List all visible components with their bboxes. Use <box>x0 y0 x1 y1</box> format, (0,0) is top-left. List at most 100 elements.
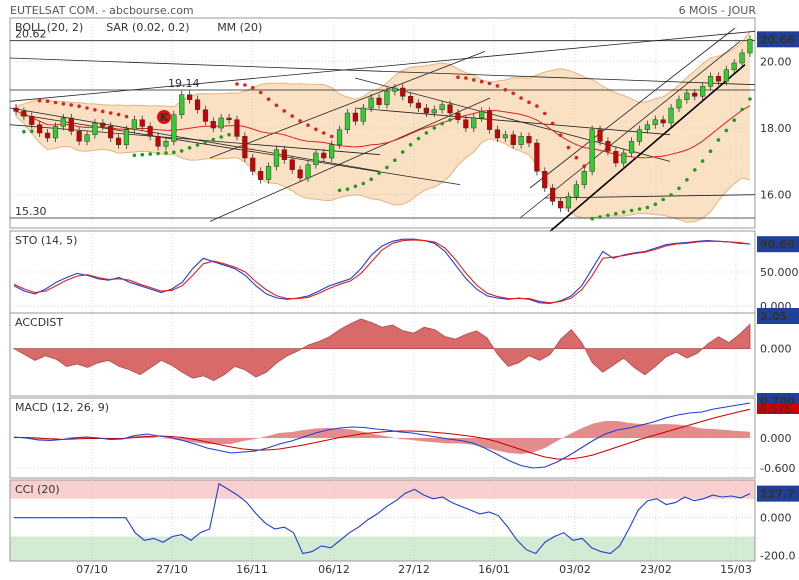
candle-body <box>163 141 169 147</box>
candle <box>92 119 98 139</box>
level-label-0: 20.62 <box>15 28 47 41</box>
candle-body <box>423 107 429 114</box>
sar-dot <box>377 171 381 175</box>
sar-dot <box>132 153 137 158</box>
candle <box>273 145 280 171</box>
candle <box>589 125 595 176</box>
sar-dot <box>77 104 81 108</box>
sar-dot <box>282 109 287 113</box>
candle <box>21 107 27 121</box>
candle-body <box>447 104 453 114</box>
price-panel-frame <box>9 17 756 229</box>
legend-entry-0: STO (14, 5) <box>15 234 77 247</box>
sar-dot <box>61 102 66 106</box>
sto-series-D <box>13 239 751 304</box>
candle <box>336 125 343 149</box>
candle-body <box>400 87 406 97</box>
candle <box>431 105 437 117</box>
candle-body <box>597 129 603 142</box>
candle <box>613 147 619 167</box>
sar-dot <box>637 207 642 211</box>
candle <box>621 149 627 167</box>
x-tick-label-5: 16/01 <box>478 563 510 576</box>
event-marker-label: K <box>160 111 169 124</box>
accdist-ytick-0: 0.000 <box>760 343 792 356</box>
candle <box>352 109 358 126</box>
x-tick-label-3: 06/12 <box>318 563 350 576</box>
candle <box>628 137 635 157</box>
cci-last-value-text: 127.7 <box>760 488 795 501</box>
sar-dot <box>400 150 405 154</box>
candle <box>194 95 201 114</box>
candle-body <box>336 129 343 145</box>
sar-dot <box>195 143 200 147</box>
candle <box>258 167 264 184</box>
sar-dot <box>93 108 97 112</box>
candle-body <box>123 129 130 145</box>
candle-body <box>234 119 240 137</box>
candle <box>155 132 161 151</box>
sar-dot <box>558 133 563 137</box>
trend-line-9 <box>519 41 741 219</box>
candle-body <box>439 104 445 110</box>
sar-dot <box>740 107 744 112</box>
candle <box>76 127 82 146</box>
candle-body <box>210 121 216 129</box>
candle <box>605 137 611 156</box>
sar-dot <box>172 150 176 155</box>
sar-dot <box>124 114 129 119</box>
candle <box>447 100 453 117</box>
cci-ytick-0: 0.000 <box>760 512 792 525</box>
candle <box>60 114 66 131</box>
candle-body <box>486 111 493 130</box>
candle <box>471 114 477 132</box>
candle-body <box>479 111 485 119</box>
sar-dot <box>369 177 374 181</box>
candle <box>423 104 429 117</box>
candle-body <box>289 159 295 170</box>
candle-body <box>52 126 59 139</box>
candle <box>700 82 706 101</box>
candle <box>550 184 556 206</box>
sar-dot <box>306 123 310 127</box>
sar-dot <box>661 197 665 202</box>
sto-last-value-text: 90.68 <box>760 238 795 251</box>
candle-body <box>526 136 532 144</box>
sar-dot <box>266 97 271 101</box>
candle <box>368 94 374 112</box>
macd-series-MACD <box>13 402 751 469</box>
trend-line-10 <box>529 27 736 189</box>
candle <box>502 130 508 142</box>
sar-dot <box>314 127 318 132</box>
x-tick-label-0: 07/10 <box>76 563 108 576</box>
candle-body <box>589 129 595 172</box>
candle-body <box>37 124 43 134</box>
candle <box>52 122 59 142</box>
accdist-panel-frame <box>9 312 756 397</box>
candle <box>668 104 674 127</box>
sar-dot <box>629 208 634 213</box>
x-tick-label-8: 15/03 <box>720 563 752 576</box>
candle <box>486 107 493 134</box>
cci-overbought-zone <box>10 480 755 499</box>
candle <box>676 95 682 112</box>
sar-dot <box>700 159 705 163</box>
candle-body <box>534 142 540 172</box>
candle <box>242 132 248 162</box>
candle-body <box>202 109 209 122</box>
sar-dot <box>187 146 192 150</box>
panels: 20.62 19.14 15.30 K 20.00 18.00 16.00 BOLL (20,… <box>9 17 799 562</box>
sar-dot <box>37 98 42 103</box>
candle <box>542 167 548 192</box>
candle-body <box>684 92 690 100</box>
sar-dot <box>156 151 160 156</box>
sar-dot <box>566 145 571 150</box>
candle <box>660 115 666 127</box>
candle-body <box>265 166 272 180</box>
candle <box>250 154 256 176</box>
candle <box>494 125 501 142</box>
candle <box>439 100 445 114</box>
candle <box>163 137 169 151</box>
candle <box>707 72 714 91</box>
